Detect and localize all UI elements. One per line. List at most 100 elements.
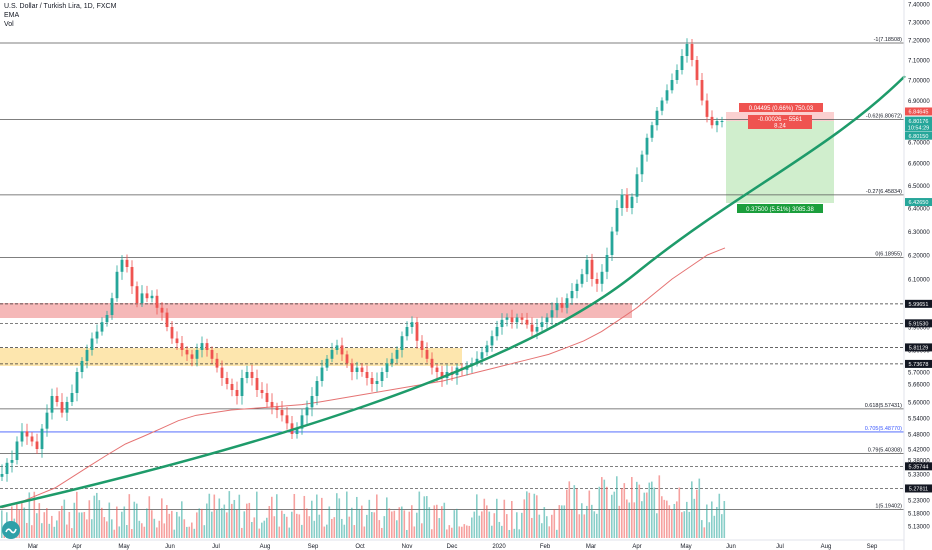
volume-bar: [76, 491, 78, 538]
volume-bar: [418, 491, 421, 538]
fib-label: -0.62(6.80672): [866, 114, 902, 120]
candle-body: [605, 255, 609, 272]
volume-bar: [653, 487, 656, 538]
candle-body: [380, 372, 384, 381]
candle-body: [480, 352, 484, 359]
volume-bar: [463, 524, 466, 538]
volume-bar: [311, 500, 313, 538]
fib-levels: -1(7.18508) -0.62(6.80672) -0.27(6.45834) 0…: [0, 37, 904, 510]
volume-bar: [193, 528, 196, 538]
volume-bar: [136, 503, 138, 538]
candle-body: [115, 271, 119, 299]
volume-bar: [338, 498, 341, 538]
volume-bar: [123, 506, 126, 538]
tradingview-logo-icon[interactable]: [2, 521, 20, 539]
candle-body: [310, 396, 314, 408]
volume-bar: [336, 493, 338, 538]
volume-bar: [96, 492, 98, 538]
y-tick-label: 6.20000: [908, 254, 930, 260]
volume-bar: [491, 525, 493, 538]
candle-body: [160, 307, 164, 313]
volume-bar: [236, 509, 238, 538]
x-tick-label: Mar: [586, 544, 596, 550]
candle-body: [710, 116, 714, 126]
volume-bar: [576, 488, 578, 538]
volume-bar: [41, 523, 43, 538]
volume-bar: [621, 488, 623, 538]
candle-body: [525, 319, 529, 325]
volume-bar: [456, 508, 458, 538]
volume-bar: [201, 508, 203, 538]
candle-body: [180, 343, 184, 350]
volume-bar: [113, 529, 116, 538]
volume-bar: [541, 523, 543, 538]
volume-bar: [281, 510, 283, 538]
candle-body: [535, 327, 539, 332]
volume-bar: [398, 507, 401, 538]
candle-body: [630, 196, 634, 208]
volume-bar: [241, 527, 243, 538]
volume-bar: [323, 526, 326, 538]
y-tick-label: 6.40000: [908, 207, 930, 213]
price-tag: [905, 359, 932, 368]
volume-bar: [26, 522, 28, 538]
x-tick-label: May: [680, 544, 691, 550]
price-tag: [905, 343, 932, 352]
candle-body: [385, 363, 389, 372]
candle-body: [560, 303, 564, 308]
volume-bar: [536, 495, 538, 538]
target-zone: [726, 121, 834, 203]
price-tag: [905, 299, 932, 308]
y-tick-label: 5.23000: [908, 499, 930, 505]
volume-bar: [291, 511, 293, 538]
volume-bar: [506, 514, 508, 538]
volume-bar: [563, 505, 566, 538]
volume-bar: [148, 496, 151, 538]
volume-bar: [461, 526, 463, 538]
volume-bar: [263, 520, 266, 538]
volume-bar: [131, 529, 133, 538]
demand-zone: [0, 348, 462, 366]
y-tick-label: 6.60000: [908, 162, 930, 168]
pnl-label-box: [748, 115, 812, 129]
volume-bar: [481, 511, 483, 538]
fib-label: 1(5.19402): [875, 503, 902, 509]
y-tick-label: 6.90000: [908, 99, 930, 105]
candle-body: [490, 336, 494, 346]
volume-bar: [698, 478, 701, 538]
candle-body: [600, 271, 604, 284]
time-axis[interactable]: Mar Apr May Jun Jul Aug Sep Oct Nov Dec 2020 Feb Mar…: [0, 539, 904, 550]
volume-bar: [341, 518, 343, 538]
price-tag-label: 5.99651: [909, 302, 929, 308]
volume-bar: [548, 526, 551, 538]
candle-body: [0, 474, 4, 477]
target-label-box: [737, 204, 823, 213]
x-tick-label: Jun: [726, 544, 736, 550]
volume-bar: [316, 494, 318, 538]
candle-body: [430, 358, 434, 368]
volume-bar: [646, 492, 648, 538]
candle-body: [410, 322, 414, 327]
price-tag: [905, 484, 932, 493]
volume-bar: [626, 499, 628, 538]
volume-bar: [296, 513, 298, 538]
candle-body: [15, 441, 19, 460]
volume-bar: [601, 477, 603, 538]
volume-bar: [708, 522, 711, 538]
volume-bar: [666, 500, 668, 538]
volume-bar: [486, 505, 488, 538]
volume-bar: [391, 511, 393, 538]
volume-bar: [286, 516, 288, 538]
price-axis[interactable]: 7.40000 7.30000 7.20000 7.10000 7.00000 6.900…: [903, 0, 930, 550]
target-label: 0.37500 (5.51%) 3085.38: [746, 207, 814, 213]
volume-bar: [256, 491, 258, 538]
y-tick-label: 5.48000: [908, 433, 930, 439]
volume-bar: [21, 503, 23, 538]
y-tick-label: 5.18000: [908, 512, 930, 518]
volume-bar: [18, 510, 21, 538]
candle-body: [655, 110, 659, 126]
volume-bar: [208, 493, 211, 538]
volume-bar: [133, 501, 136, 538]
candle-body: [570, 291, 574, 299]
